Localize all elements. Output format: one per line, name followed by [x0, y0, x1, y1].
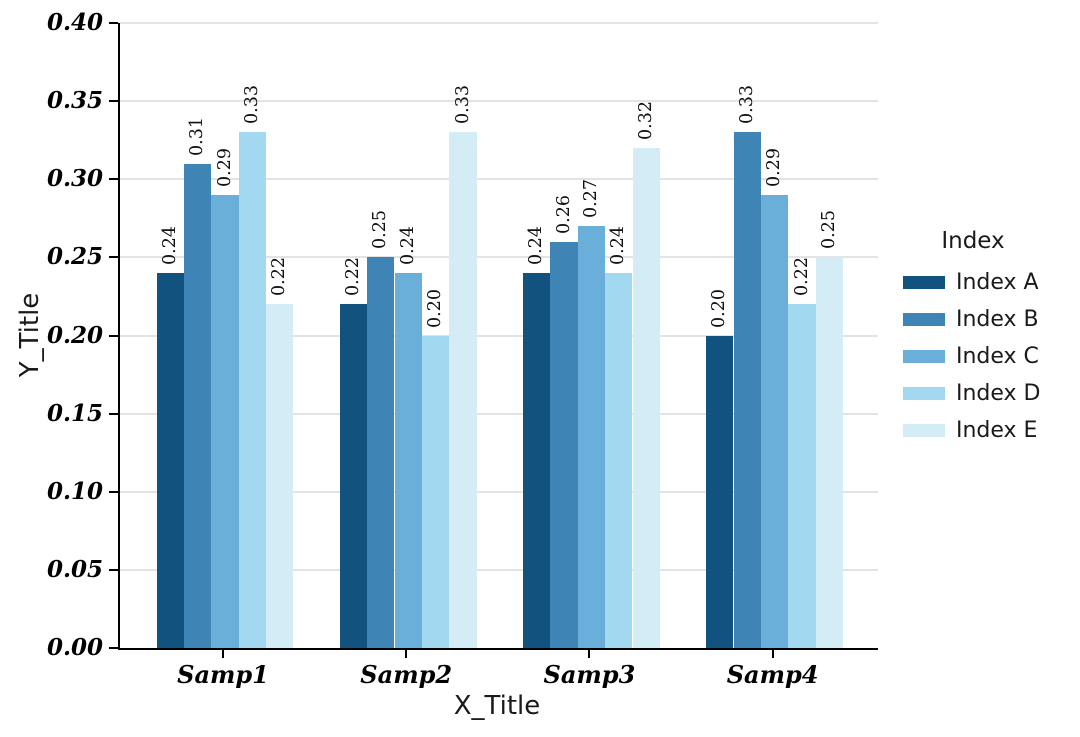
- y-tick-label: 0.00: [46, 634, 103, 661]
- bar-value-label: 0.20: [709, 288, 730, 328]
- bar-value-label: 0.33: [736, 85, 757, 125]
- y-axis-tick: [109, 490, 118, 493]
- gridline: [120, 256, 878, 259]
- y-axis-tick: [109, 412, 118, 415]
- legend-swatch: [903, 424, 945, 437]
- bar-samp4-index-e: [815, 257, 844, 648]
- bar-samp3-index-c: [577, 226, 606, 648]
- bar-value-label: 0.29: [214, 147, 235, 187]
- x-axis-tick: [588, 650, 591, 658]
- bar-value-label: 0.33: [452, 85, 473, 125]
- bar-samp3-index-e: [632, 148, 660, 648]
- bar-samp1-index-a: [156, 273, 184, 648]
- legend-swatch: [903, 350, 945, 363]
- bar-value-label: 0.29: [764, 147, 785, 187]
- legend-title: Index: [941, 228, 1005, 254]
- bar-value-label: 0.24: [159, 226, 180, 265]
- y-tick-label: 0.30: [46, 165, 103, 193]
- bar-samp4-index-b: [733, 132, 761, 648]
- bar-value-label: 0.33: [241, 85, 262, 125]
- bar-samp1-index-e: [266, 304, 294, 648]
- y-axis-tick: [109, 334, 118, 337]
- bar-samp2-index-b: [367, 257, 395, 648]
- bar-samp3-index-a: [522, 273, 551, 648]
- x-tick-label: Samp3: [543, 660, 636, 689]
- y-tick-label: 0.35: [46, 87, 103, 115]
- bar-samp1-index-c: [211, 194, 239, 648]
- y-axis-tick: [109, 22, 118, 24]
- plot-area: 0.24 0.31 0.29 0.33 0.22 0.22 0.25 0.24 0.20 0.33…: [118, 22, 878, 650]
- bar-value-label: 0.25: [370, 210, 391, 250]
- y-tick-label: 0.05: [46, 555, 103, 583]
- y-axis-tick: [109, 100, 118, 103]
- gridline: [120, 412, 878, 415]
- y-axis-tick: [109, 178, 118, 181]
- bar-value-label: 0.26: [553, 194, 574, 234]
- bar-value-label: 0.24: [526, 226, 547, 265]
- bar-samp2-index-a: [339, 304, 368, 648]
- y-axis-tick: [109, 256, 118, 259]
- bar-value-label: 0.27: [580, 179, 601, 219]
- bar-samp2-index-d: [421, 335, 450, 648]
- gridline: [120, 100, 878, 103]
- y-tick-label: 0.10: [46, 477, 103, 505]
- legend-swatch: [903, 313, 945, 326]
- gridline: [120, 178, 878, 181]
- y-tick-label: 0.20: [46, 321, 103, 349]
- gridline: [120, 568, 878, 571]
- y-tick-label: 0.15: [46, 399, 103, 427]
- y-tick-label: 0.40: [46, 9, 103, 36]
- legend-item-index-b: Index B: [903, 301, 1073, 338]
- bar-value-label: 0.32: [635, 101, 656, 140]
- legend-label: Index B: [956, 307, 1039, 332]
- legend-item-index-d: Index D: [903, 375, 1073, 412]
- legend-item-index-e: Index E: [903, 412, 1073, 449]
- bar-value-label: 0.24: [397, 226, 418, 265]
- bar-samp1-index-d: [238, 132, 267, 648]
- bar-value-label: 0.22: [791, 257, 812, 297]
- y-tick-label: 0.25: [46, 243, 103, 271]
- x-axis-title: X_Title: [453, 691, 541, 721]
- gridline: [120, 334, 878, 337]
- gridline: [120, 22, 878, 24]
- legend: Index Index A Index B Index C Index D Index …: [903, 228, 1073, 449]
- bar-value-label: 0.25: [818, 210, 839, 250]
- legend-items: Index A Index B Index C Index D Index E: [903, 264, 1073, 449]
- x-axis-tick: [405, 650, 408, 658]
- legend-label: Index C: [956, 344, 1039, 369]
- legend-item-index-a: Index A: [903, 264, 1073, 301]
- legend-label: Index D: [956, 381, 1041, 406]
- gridline: [120, 490, 878, 493]
- bar-value-label: 0.22: [342, 257, 363, 297]
- bar-value-label: 0.31: [187, 116, 208, 156]
- bar-value-label: 0.24: [608, 226, 629, 265]
- bar-samp4-index-c: [760, 194, 789, 648]
- x-tick-label: Samp4: [726, 660, 819, 689]
- bar-value-label: 0.20: [425, 288, 446, 328]
- y-axis-tick: [109, 647, 118, 649]
- y-axis-tick: [109, 568, 118, 571]
- legend-label: Index E: [956, 418, 1038, 443]
- bar-samp4-index-d: [788, 304, 816, 648]
- bar-samp3-index-b: [550, 241, 578, 648]
- legend-swatch: [903, 387, 945, 400]
- bar-samp3-index-d: [605, 273, 633, 648]
- legend-swatch: [903, 276, 945, 289]
- legend-item-index-c: Index C: [903, 338, 1073, 375]
- x-axis-tick: [771, 650, 774, 658]
- bar-samp4-index-a: [706, 335, 734, 648]
- legend-label: Index A: [956, 270, 1039, 295]
- x-tick-label: Samp2: [360, 660, 453, 689]
- bar-samp1-index-b: [183, 163, 212, 648]
- x-tick-label: Samp1: [177, 660, 269, 689]
- bar-samp2-index-c: [394, 273, 422, 648]
- bar-samp2-index-e: [449, 132, 477, 648]
- x-axis-tick: [222, 650, 224, 658]
- bar-value-label: 0.22: [269, 257, 290, 297]
